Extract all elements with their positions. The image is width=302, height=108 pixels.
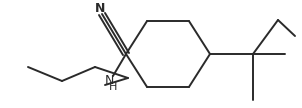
Text: N: N — [95, 2, 105, 14]
Text: H: H — [109, 82, 117, 92]
Text: N: N — [104, 75, 114, 87]
